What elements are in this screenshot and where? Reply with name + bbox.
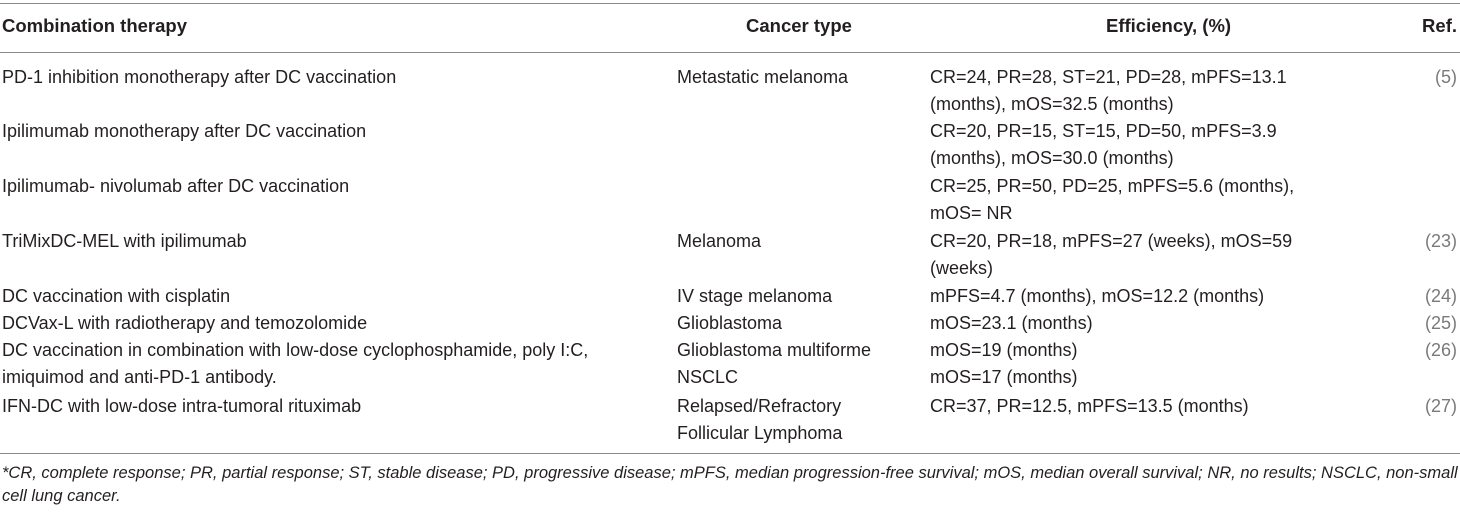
cell-therapy-line: DC vaccination in combination with low-d… <box>2 340 589 360</box>
cell-efficiency-line: mOS= NR <box>930 203 1013 223</box>
header-cancer-type: Cancer type <box>746 15 852 36</box>
header-rule <box>0 52 1460 53</box>
cell-efficiency-line: mOS=23.1 (months) <box>930 313 1093 333</box>
cell-efficiency-line: (months), mOS=32.5 (months) <box>930 94 1174 114</box>
cell-cancer-line: Follicular Lymphoma <box>677 423 843 443</box>
cell-ref[interactable]: (5) <box>1435 67 1457 87</box>
cell-efficiency-line: CR=25, PR=50, PD=25, mPFS=5.6 (months), <box>930 176 1295 196</box>
cell-ref[interactable]: (24) <box>1424 286 1457 306</box>
cell-efficiency-line: CR=24, PR=28, ST=21, PD=28, mPFS=13.1 <box>930 67 1287 87</box>
cell-cancer-line: Relapsed/Refractory <box>677 396 842 416</box>
header-efficiency: Efficiency, (%) <box>1106 15 1232 36</box>
cell-therapy-line: Ipilimumab monotherapy after DC vaccinat… <box>2 121 367 141</box>
cell-therapy-line: IFN-DC with low-dose intra-tumoral ritux… <box>2 396 362 416</box>
table-footnote: *CR, complete response; PR, partial resp… <box>2 464 1458 505</box>
cell-ref[interactable]: (26) <box>1424 340 1457 360</box>
cell-cancer-line: Glioblastoma multiforme <box>677 340 872 360</box>
cell-therapy-line: imiquimod and anti-PD-1 antibody. <box>2 367 277 387</box>
cell-efficiency-line: (months), mOS=30.0 (months) <box>930 148 1174 168</box>
cell-cancer-line: Metastatic melanoma <box>677 67 849 87</box>
cell-therapy-line: Ipilimumab- nivolumab after DC vaccinati… <box>2 176 350 196</box>
cell-ref[interactable]: (23) <box>1424 231 1457 251</box>
cell-cancer-line: Glioblastoma <box>677 313 783 333</box>
top-rule <box>0 3 1460 4</box>
cell-cancer-line: NSCLC <box>677 367 739 387</box>
cell-therapy-line: TriMixDC-MEL with ipilimumab <box>2 231 247 251</box>
cell-efficiency-line: mPFS=4.7 (months), mOS=12.2 (months) <box>930 286 1265 306</box>
header-therapy: Combination therapy <box>2 15 188 36</box>
cell-cancer-line: IV stage melanoma <box>677 286 833 306</box>
cell-therapy-line: DC vaccination with cisplatin <box>2 286 231 306</box>
cell-ref[interactable]: (27) <box>1424 396 1457 416</box>
cell-therapy-line: DCVax-L with radiotherapy and temozolomi… <box>2 313 368 333</box>
header-ref: Ref. <box>1422 15 1457 36</box>
cell-efficiency-line: (weeks) <box>930 258 994 278</box>
cell-efficiency-line: CR=20, PR=18, mPFS=27 (weeks), mOS=59 <box>930 231 1293 251</box>
cell-cancer-line: Melanoma <box>677 231 762 251</box>
table-bottom-rule <box>0 453 1460 454</box>
cell-therapy-line: PD-1 inhibition monotherapy after DC vac… <box>2 67 397 87</box>
cell-efficiency-line: mOS=17 (months) <box>930 367 1078 387</box>
cell-ref[interactable]: (25) <box>1424 313 1457 333</box>
cell-efficiency-line: mOS=19 (months) <box>930 340 1078 360</box>
cell-efficiency-line: CR=37, PR=12.5, mPFS=13.5 (months) <box>930 396 1249 416</box>
cell-efficiency-line: CR=20, PR=15, ST=15, PD=50, mPFS=3.9 <box>930 121 1277 141</box>
